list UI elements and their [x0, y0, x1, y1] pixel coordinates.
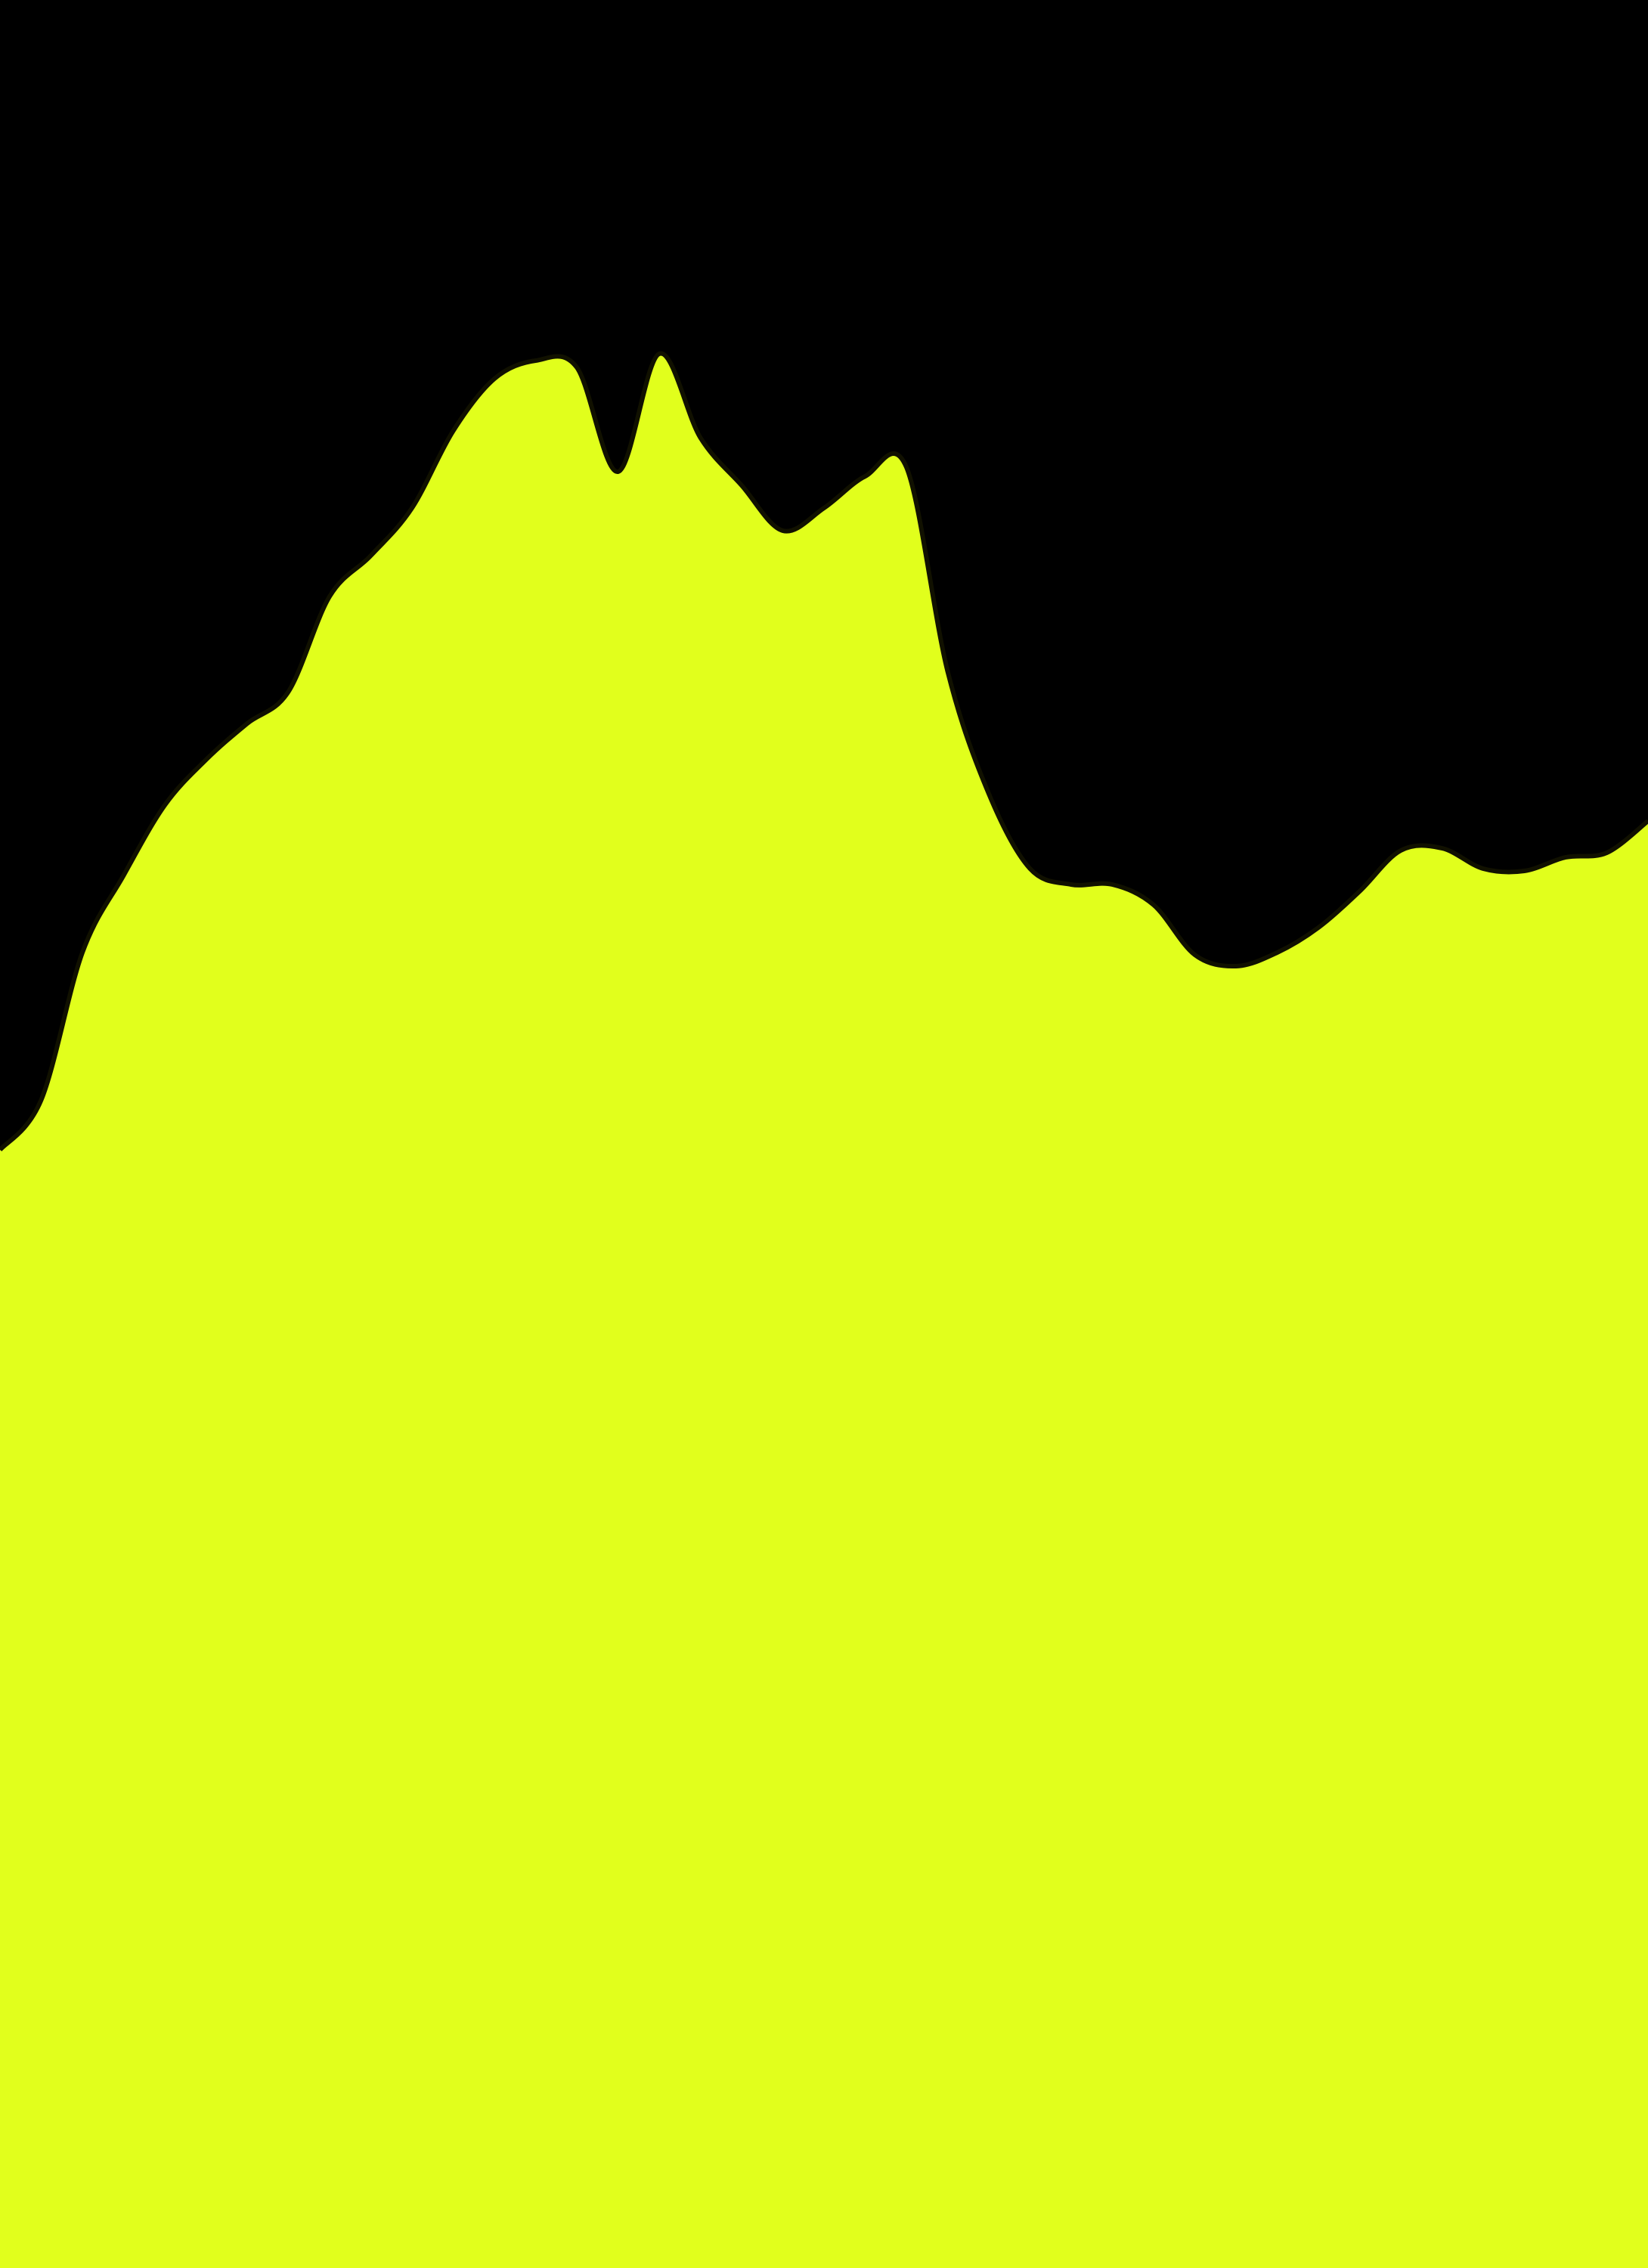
area-outline-series-0: [0, 351, 1648, 1152]
area-fill-series-0: [0, 353, 1648, 2268]
chart-marks: [0, 351, 1648, 2268]
